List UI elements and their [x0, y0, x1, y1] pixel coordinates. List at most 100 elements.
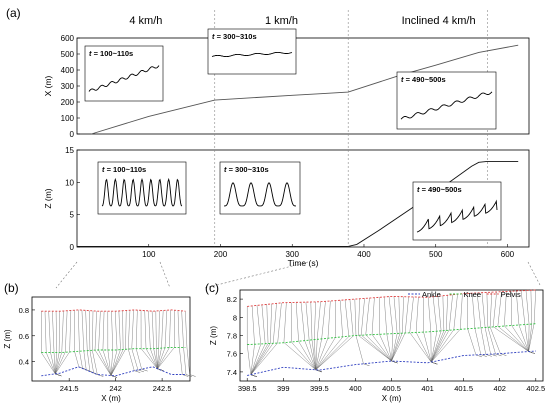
x-tick-label: 600 [501, 250, 515, 259]
inset-title: t = 100~110s [102, 165, 146, 174]
leg-stick [102, 311, 112, 376]
leg-stick [250, 303, 272, 375]
inset-top-1 [84, 45, 164, 102]
y-tick-label: 500 [61, 50, 75, 59]
inset-trace [88, 65, 160, 92]
legend-label-knee: Knee [464, 290, 482, 299]
x-tick-label: 400.5 [382, 384, 401, 393]
x-tick-label: 100 [142, 250, 156, 259]
pelvis-trajectory [41, 309, 186, 312]
leg-stick [250, 304, 269, 375]
panel-c-axes [239, 289, 544, 382]
y-tick-label: 300 [61, 82, 75, 91]
x-tick-label: 300 [286, 250, 300, 259]
leg-stick [295, 302, 316, 370]
leg-stick [110, 310, 121, 376]
y-tick-label: 7.6 [227, 350, 237, 359]
x-tick-label: 401 [421, 384, 434, 393]
foot-stick [480, 354, 487, 357]
x-tick-label: 401.5 [454, 384, 473, 393]
leg-stick [250, 302, 282, 375]
leg-stick [489, 292, 501, 354]
x-tick-label: 399.5 [310, 384, 329, 393]
leg-stick [486, 292, 496, 354]
inset-top-3 [396, 71, 497, 130]
leg-stick [379, 297, 392, 362]
ankle-trajectory [41, 366, 186, 377]
leg-stick [110, 311, 118, 376]
inset-bottom-1 [97, 161, 187, 215]
leg-stick [157, 309, 171, 369]
x-position-series [91, 44, 519, 135]
leg-stick [144, 310, 158, 369]
foot-stick [141, 368, 148, 372]
y-tick-label: 0 [70, 130, 75, 139]
panel-label-b: (b) [4, 281, 19, 295]
leg-stick [511, 291, 529, 352]
foot-stick [134, 370, 141, 373]
foot-stick [363, 363, 370, 367]
leg-stick [520, 290, 529, 352]
leg-stick [427, 297, 432, 363]
leg-stick [41, 311, 56, 375]
inset-trace [101, 177, 183, 207]
condition-label: 1 km/h [265, 15, 298, 27]
inset-trace [224, 182, 296, 207]
y-axis-label: Z (m) [43, 188, 53, 208]
leg-stick [360, 298, 392, 362]
y-tick-label: 7.8 [227, 332, 237, 341]
y-tick-label: 10 [65, 178, 74, 187]
y-tick-label: 0.4 [19, 358, 29, 367]
leg-stick [430, 294, 453, 363]
inset-trace [211, 51, 293, 58]
inset-trace [400, 91, 493, 120]
leg-stick [78, 309, 83, 369]
x-tick-label: 402.5 [526, 384, 545, 393]
inset-title: t = 490~500s [417, 185, 462, 194]
leg-stick [391, 296, 401, 362]
pelvis-trajectory [247, 289, 536, 307]
inset-title: t = 490~500s [401, 75, 446, 84]
leg-stick [55, 310, 68, 374]
y-tick-label: 7.4 [227, 368, 237, 377]
x-tick-label: 500 [429, 250, 443, 259]
leg-stick [48, 311, 56, 374]
inset-title: t = 300~310s [224, 165, 269, 174]
y-tick-label: 600 [61, 34, 75, 43]
leg-stick [55, 310, 64, 374]
y-axis-label: Z (m) [3, 329, 12, 348]
leg-stick [365, 298, 392, 362]
leg-stick [504, 291, 529, 352]
x-tick-label: 398.5 [238, 384, 257, 393]
leg-stick [515, 290, 529, 352]
zoom-guide-line [55, 261, 78, 289]
foot-stick [391, 360, 398, 364]
condition-label: 4 km/h [129, 15, 162, 27]
y-tick-label: 0.6 [19, 332, 29, 341]
leg-stick [497, 291, 529, 352]
leg-stick [409, 296, 432, 363]
ankle-trajectory [247, 350, 536, 376]
zoom-guide-line [204, 261, 309, 289]
y-tick-label: 400 [61, 66, 75, 75]
y-tick-label: 15 [65, 146, 74, 155]
leg-stick [181, 310, 187, 375]
inset-bottom-3 [412, 181, 502, 241]
leg-stick [89, 310, 94, 374]
inset-trace [416, 199, 498, 233]
y-tick-label: 8.2 [227, 295, 237, 304]
legend-label-pelvis: Pelvis [501, 290, 521, 299]
x-tick-label: 242 [109, 384, 122, 393]
leg-stick [157, 310, 160, 369]
y-tick-label: 8 [233, 313, 237, 322]
x-axis-label: X (m) [382, 394, 402, 403]
foot-stick [250, 374, 257, 377]
y-axis-label: X (m) [43, 75, 53, 96]
leg-stick [128, 310, 135, 371]
y-tick-label: 100 [61, 114, 75, 123]
x-tick-label: 200 [214, 250, 228, 259]
leg-stick [92, 310, 98, 375]
inset-title: t = 300~310s [212, 32, 257, 41]
inset-bottom-2 [219, 161, 301, 215]
